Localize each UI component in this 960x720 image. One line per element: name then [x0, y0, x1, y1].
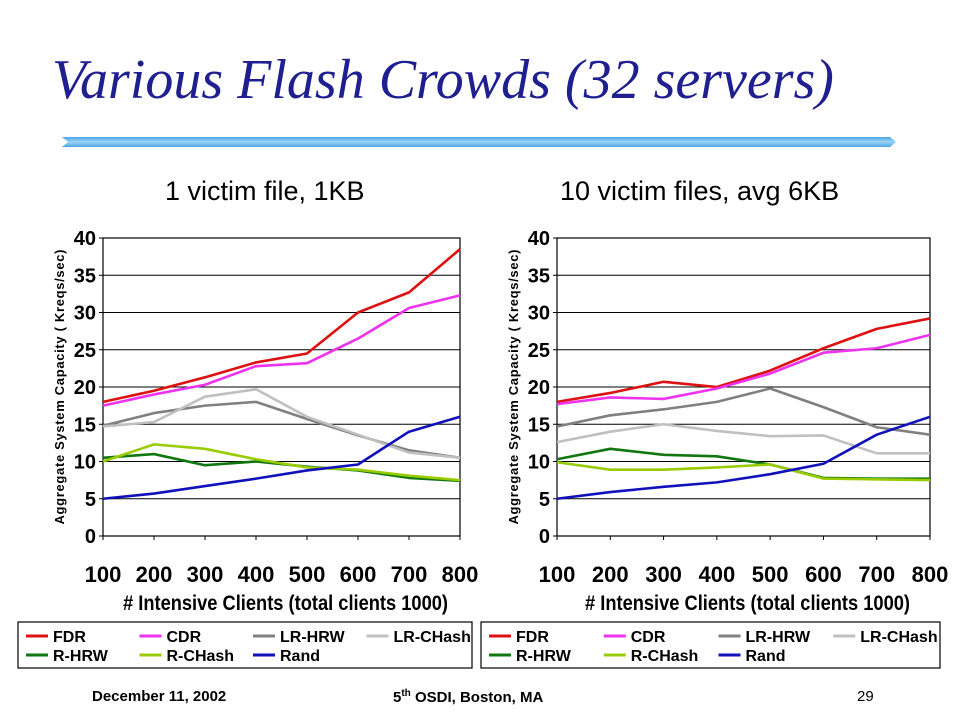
y-tick-label: 0: [539, 526, 550, 548]
legend-box: [480, 621, 941, 669]
series-line-r-hrw: [102, 452, 461, 483]
chart-left: 0 5 10 15 20 25 30 35 40 100 200 300 400 500 600 700 800…: [17, 228, 479, 669]
series-line-lr-hrw: [102, 400, 461, 460]
y-tick-label: 10: [528, 452, 550, 474]
legend-label: FDR: [53, 629, 86, 646]
legend-label: R-HRW: [516, 648, 572, 665]
series-line-cdr: [556, 333, 931, 406]
x-tick-label: 300: [645, 562, 682, 587]
footer-venue-prefix: 5: [393, 689, 402, 706]
y-tick-label: 5: [539, 489, 550, 511]
x-tick-label: 100: [85, 562, 122, 587]
x-tick-label: 800: [912, 562, 949, 587]
y-axis-label: Aggregate System Capacity ( Kreqs/sec): [52, 250, 67, 525]
y-tick-label: 25: [74, 340, 96, 362]
series-line-r-chash: [556, 460, 931, 482]
x-tick-label: 400: [698, 562, 735, 587]
y-tick-label: 15: [528, 414, 550, 436]
slide-title: Various Flash Crowds (32 servers): [52, 49, 834, 111]
y-axis-label: Aggregate System Capacity ( Kreqs/sec): [506, 250, 521, 525]
x-tick-label: 700: [858, 562, 895, 587]
footer-venue: 5th OSDI, Boston, MA: [393, 688, 543, 706]
y-tick-label: 20: [74, 377, 96, 399]
legend-box: [17, 621, 473, 669]
page-number: 29: [857, 688, 874, 705]
legend-label: LR-CHash: [394, 629, 471, 646]
chart-right: 0 5 10 15 20 25 30 35 40 100 200 300 400 500 600 700 800…: [480, 228, 949, 669]
legend-label: FDR: [516, 629, 549, 646]
legend-label: R-CHash: [631, 648, 699, 665]
series-line-rand: [102, 415, 461, 501]
series-line-fdr: [556, 317, 931, 404]
legend-label: LR-HRW: [280, 629, 345, 646]
chart-title-left: 1 victim file, 1KB: [165, 176, 365, 206]
y-tick-label: 40: [528, 228, 550, 250]
series-line-fdr: [102, 248, 461, 404]
series-line-rand: [556, 415, 931, 501]
y-tick-label: 30: [74, 303, 96, 325]
series-line-lr-chash: [102, 387, 461, 460]
plot-area: [556, 237, 931, 537]
y-tick-label: 30: [528, 303, 550, 325]
x-tick-label: 400: [238, 562, 275, 587]
x-tick-label: 600: [805, 562, 842, 587]
legend-label: CDR: [167, 629, 202, 646]
legend-label: R-CHash: [167, 648, 235, 665]
x-axis-label: # Intensive Clients (total clients 1000): [123, 592, 448, 615]
x-tick-label: 500: [289, 562, 326, 587]
y-tick-label: 20: [528, 377, 550, 399]
series-line-r-chash: [102, 443, 461, 482]
y-tick-label: 0: [85, 526, 96, 548]
y-tick-label: 40: [74, 228, 96, 250]
series-line-lr-chash: [556, 422, 930, 455]
y-tick-label: 15: [74, 414, 96, 436]
footer-venue-suffix: OSDI, Boston, MA: [410, 689, 544, 706]
legend-label: CDR: [631, 629, 666, 646]
y-tick-label: 35: [528, 265, 550, 287]
x-tick-label: 100: [539, 562, 576, 587]
x-tick-label: 800: [442, 562, 479, 587]
x-tick-label: 700: [391, 562, 428, 587]
x-tick-label: 300: [187, 562, 224, 587]
x-tick-label: 200: [592, 562, 629, 587]
y-tick-label: 10: [74, 452, 96, 474]
y-tick-label: 25: [528, 340, 550, 362]
x-axis-label: # Intensive Clients (total clients 1000): [585, 592, 910, 615]
footer-date: December 11, 2002: [92, 688, 227, 705]
y-tick-label: 35: [74, 265, 96, 287]
y-tick-label: 5: [85, 489, 96, 511]
legend-label: R-HRW: [53, 648, 109, 665]
footer-venue-sup: th: [401, 688, 411, 699]
plot-area: [102, 237, 461, 537]
legend-label: Rand: [746, 648, 786, 665]
legend-label: LR-CHash: [860, 629, 937, 646]
series-line-lr-hrw: [556, 387, 931, 436]
x-tick-label: 600: [340, 562, 377, 587]
title-underline: [62, 137, 896, 147]
legend-label: Rand: [280, 648, 320, 665]
x-tick-label: 200: [136, 562, 173, 587]
legend-label: LR-HRW: [746, 629, 811, 646]
x-tick-label: 500: [752, 562, 789, 587]
chart-title-right: 10 victim files, avg 6KB: [560, 176, 840, 206]
series-line-cdr: [102, 294, 461, 407]
